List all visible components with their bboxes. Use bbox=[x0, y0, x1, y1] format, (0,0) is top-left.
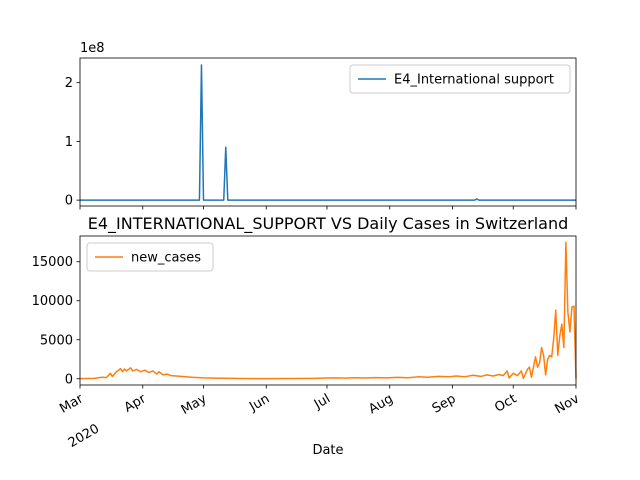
x-tick-label: Mar bbox=[57, 391, 86, 417]
y-tick-label: 0 bbox=[65, 194, 73, 209]
top-series-lines bbox=[80, 64, 576, 201]
y-tick-label: 2 bbox=[65, 76, 73, 91]
y-exponent-label: 1e8 bbox=[80, 41, 105, 56]
top-x-ticks bbox=[79, 206, 577, 210]
top-y-ticks: 0 1 2 bbox=[65, 76, 80, 209]
legend-label: E4_International support bbox=[394, 73, 554, 88]
legend-box bbox=[349, 64, 571, 94]
bottom-subplot: E4_INTERNATIONAL_SUPPORT VS Daily Cases … bbox=[32, 214, 583, 458]
series-line-0 bbox=[80, 64, 576, 201]
bottom-x-ticks: Mar 2020 Apr May Jun Jul Aug Sep Oct Nov bbox=[57, 385, 582, 451]
x-tick-year-label: 2020 bbox=[66, 421, 102, 451]
x-tick-label: Sep bbox=[430, 391, 459, 416]
y-tick-label: 5000 bbox=[40, 333, 73, 348]
x-tick-label: Jun bbox=[246, 391, 272, 415]
legend-label: new_cases bbox=[131, 251, 201, 266]
bottom-legend: new_cases bbox=[86, 242, 214, 272]
y-tick-label: 0 bbox=[65, 372, 73, 387]
bottom-subplot-title: E4_INTERNATIONAL_SUPPORT VS Daily Cases … bbox=[88, 214, 568, 234]
x-tick-label: Jul bbox=[311, 391, 333, 412]
x-tick-label: May bbox=[179, 391, 210, 418]
bottom-y-ticks: 0 5000 10000 15000 bbox=[32, 255, 80, 387]
x-tick-label: Apr bbox=[122, 391, 150, 416]
top-subplot: 0 1 2 1e8 E4_International support bbox=[65, 41, 577, 210]
y-tick-label: 10000 bbox=[32, 294, 73, 309]
y-tick-label: 15000 bbox=[32, 255, 73, 270]
x-tick-label: Oct bbox=[492, 391, 519, 415]
series-line-0 bbox=[79, 241, 577, 380]
top-legend: E4_International support bbox=[349, 64, 571, 94]
x-axis-label: Date bbox=[312, 443, 343, 458]
top-axes-frame bbox=[79, 57, 577, 207]
bottom-series-lines bbox=[79, 241, 577, 380]
legend-box bbox=[86, 242, 214, 272]
y-tick-label: 1 bbox=[65, 135, 73, 150]
x-tick-label: Nov bbox=[553, 391, 583, 417]
bottom-axes-frame bbox=[79, 235, 577, 386]
x-tick-label: Aug bbox=[366, 391, 395, 417]
